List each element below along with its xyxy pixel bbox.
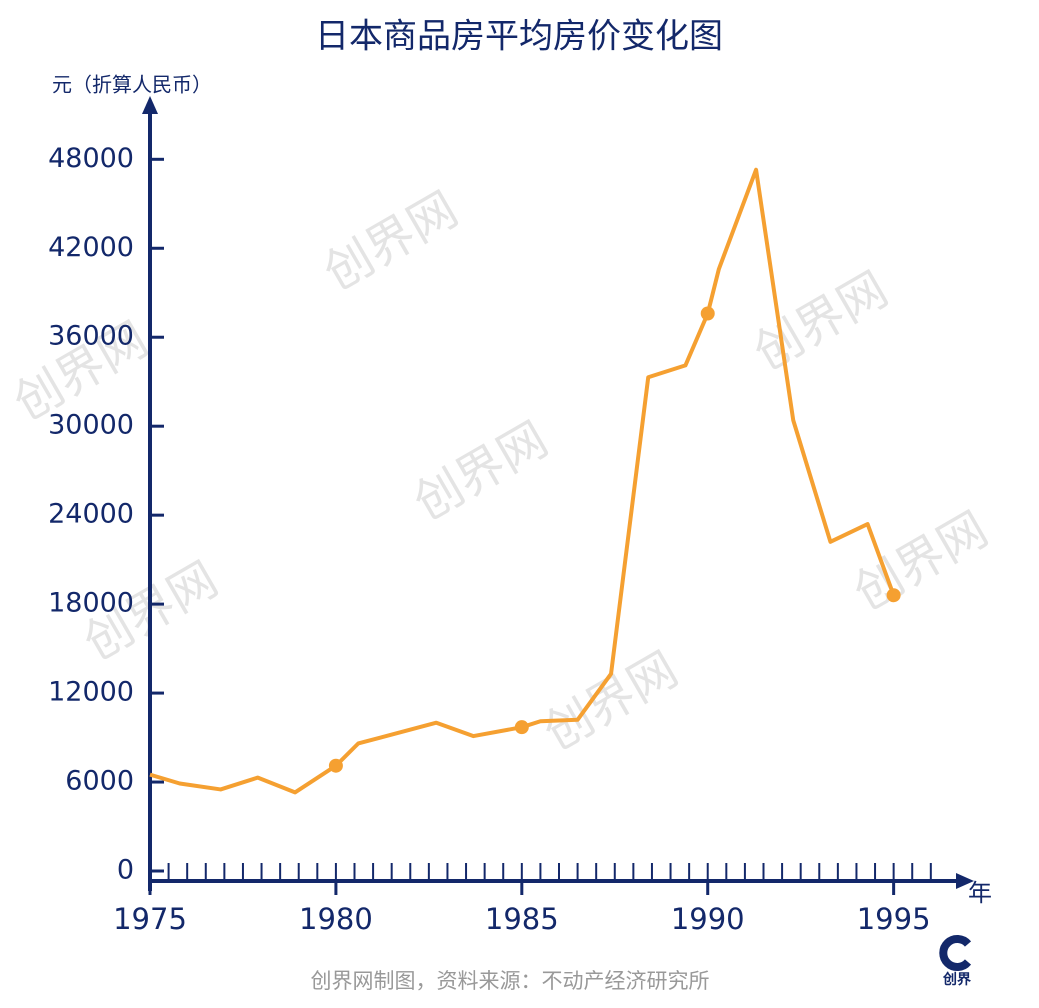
y-tick-label: 36000	[48, 321, 134, 352]
chart-title: 日本商品房平均房价变化图	[315, 17, 723, 57]
watermarks: 创界网 创界网 创界网 创界网 创界网 创界网 创界网	[5, 181, 998, 762]
x-tick-label: 1980	[299, 902, 373, 936]
y-tick-label: 48000	[48, 143, 134, 174]
y-tick-label: 12000	[48, 677, 134, 708]
watermark: 创界网	[745, 261, 898, 382]
x-axis-label: 年	[968, 879, 992, 907]
y-tick-label: 42000	[48, 232, 134, 263]
point-marker	[700, 306, 715, 321]
y-axis-arrow	[142, 96, 158, 114]
source-note: 创界网制图，资料来源：不动产经济研究所	[311, 969, 710, 993]
watermark: 创界网	[315, 181, 468, 302]
line-series	[149, 167, 896, 795]
logo-text: 创界	[942, 971, 972, 988]
x-tick-label: 1975	[113, 902, 187, 936]
watermark: 创界网	[845, 501, 998, 622]
point-marker	[514, 720, 529, 735]
watermark: 创界网	[405, 411, 558, 532]
y-tick-label: 6000	[65, 766, 134, 797]
x-tick-label: 1990	[671, 902, 745, 936]
point-marker	[886, 588, 901, 603]
logo-mark	[939, 935, 972, 971]
x-axis-arrow	[956, 873, 974, 889]
y-tick-label: 24000	[48, 499, 134, 530]
y-tick-label: 0	[117, 855, 134, 886]
point-marker	[328, 758, 343, 773]
y-axis-label: 元（折算人民币）	[52, 73, 212, 97]
x-tick-label: 1995	[857, 902, 931, 936]
y-tick-label: 18000	[48, 588, 134, 619]
watermark: 创界网	[535, 641, 688, 762]
x-tick-label: 1985	[485, 902, 559, 936]
y-tick-label: 30000	[48, 410, 134, 441]
